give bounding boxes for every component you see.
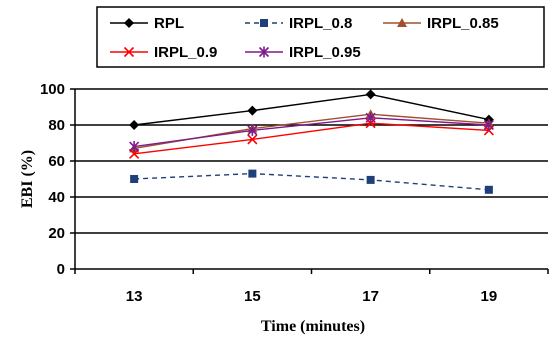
x-tick-labels: 13 15 17 19 [126,288,497,305]
legend-label: IRPL_0.9 [154,44,217,61]
axes [70,88,549,274]
series-RPL [129,89,494,130]
data-point-IRPL_0.9 [247,134,258,145]
y-tick-label: 80 [48,117,65,134]
y-tick-label: 40 [48,189,65,206]
legend: RPL IRPL_0.8 IRPL_0.85 IRPL_0.9 IRPL_0.95 [96,6,545,68]
data-point-IRPL_0.95 [247,124,258,136]
legend-marker [124,18,134,28]
y-tick-label: 20 [48,225,65,242]
data-point-IRPL_0.95 [365,112,376,124]
series-line-RPL [134,93,490,126]
legend-item-IRPL_0.8: IRPL_0.8 [245,15,352,32]
gridlines [75,88,548,270]
series-line-IRPL_0.9 [134,122,489,155]
series-lines [129,89,494,194]
legend-marker [258,46,270,58]
data-point-IRPL_0.8 [366,175,375,184]
data-point-IRPL_0.8 [248,169,257,178]
y-tick-label: 0 [57,261,65,278]
data-point-IRPL_0.8 [484,185,493,194]
y-tick-labels: 0 20 40 60 80 100 [40,81,65,278]
data-point-IRPL_0.8 [130,175,139,183]
legend-item-IRPL_0.85: IRPL_0.85 [383,15,499,32]
legend-label: IRPL_0.85 [427,15,499,32]
legend-label: IRPL_0.8 [289,15,352,32]
data-point-RPL [129,120,140,130]
x-axis-title: Time (minutes) [261,318,365,335]
data-point-IRPL_0.95 [129,141,140,153]
data-point-IRPL_0.9 [129,148,140,159]
legend-marker [260,19,268,27]
legend-label: IRPL_0.95 [289,44,361,61]
series-line-IRPL_0.8 [134,172,489,191]
series-IRPL_0.8 [130,169,493,194]
legend-item-RPL: RPL [110,15,184,32]
x-tick-label: 15 [244,288,261,305]
series-IRPL_0.95 [129,112,494,153]
x-tick-label: 17 [362,288,379,305]
legend-marker [397,18,407,27]
y-tick-label: 60 [48,153,65,170]
legend-item-IRPL_0.95: IRPL_0.95 [245,44,361,61]
data-point-IRPL_0.95 [483,119,494,131]
y-axis-title: EBI (%) [19,150,36,208]
data-point-RPL [247,105,258,116]
legend-box [96,6,545,68]
series-line-IRPL_0.95 [134,117,489,148]
legend-marker [123,46,135,58]
y-tick-label: 100 [40,81,65,98]
x-tick-label: 19 [481,288,498,305]
legend-label: RPL [154,15,184,32]
x-tick-label: 13 [126,288,143,305]
data-point-RPL [365,89,376,100]
legend-item-IRPL_0.9: IRPL_0.9 [110,44,217,61]
